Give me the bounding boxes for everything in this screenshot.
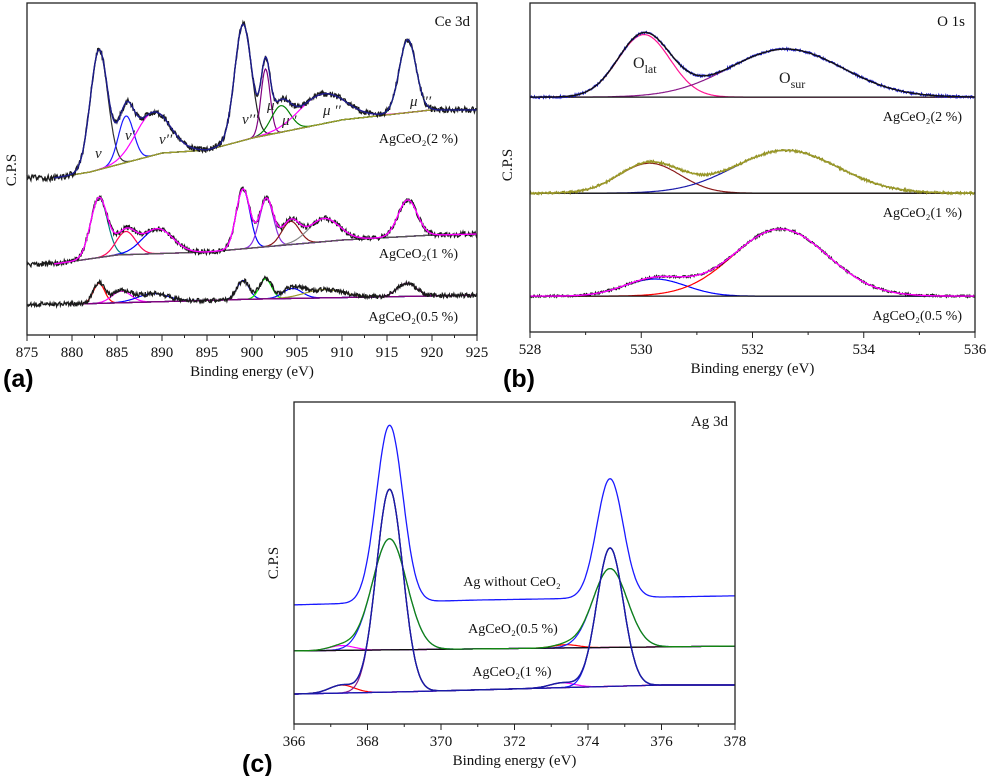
sample-label: AgCeO₂(2 %) (883, 110, 962, 125)
panel-b: AgCeO₂(2 %) AgCeO₂(1 %) AgCeO₂(0.5 %) 528 53… (500, 2, 987, 393)
sample-label: Ag without CeO₂ (463, 575, 561, 590)
experimental-curve (293, 424, 736, 606)
spectrum-2 (26, 275, 478, 309)
y-axis-label: C.P.S (500, 149, 516, 182)
x-tick-label: 370 (430, 734, 453, 750)
sample-label: AgCeO₂(1 %) (883, 206, 962, 221)
panel-label: (c) (242, 750, 273, 776)
sample-label: AgCeO₂(2 %) (379, 132, 458, 147)
x-tick-label: 880 (61, 345, 84, 361)
fit-envelope (530, 31, 975, 98)
spectrum-2 (293, 488, 735, 695)
x-tick-label: 915 (376, 345, 399, 361)
x-tick-label: 900 (241, 345, 264, 361)
peak-annotation: ν′ (125, 128, 136, 144)
x-tick-label: 534 (853, 342, 876, 358)
fit-envelope (53, 188, 477, 265)
panel-title: Ce 3d (435, 14, 471, 30)
experimental-curve (26, 275, 478, 309)
spectrum-1 (529, 148, 976, 197)
peak-annotation: μ ′′′ (409, 94, 432, 110)
x-tick-label: 895 (196, 345, 219, 361)
annotation-main: O (633, 55, 645, 72)
x-axis-label: Binding energy (eV) (691, 361, 815, 377)
x-tick-label: 368 (356, 734, 379, 750)
x-tick-label: 875 (16, 345, 39, 361)
panel-title: Ag 3d (691, 414, 729, 430)
annotation-subscript: sur (791, 77, 806, 91)
experimental-curve (529, 148, 976, 197)
peak-annotation: ν (95, 146, 102, 162)
x-tick-label: 910 (331, 345, 354, 361)
x-tick-label: 530 (630, 342, 653, 358)
x-tick-label: 905 (286, 345, 309, 361)
sample-label: AgCeO₂(1 %) (472, 665, 551, 680)
background-line (53, 109, 477, 179)
peak-annotation: ν′′′ (242, 112, 259, 128)
x-tick-label: 376 (650, 734, 673, 750)
fit-envelope (530, 149, 975, 194)
annotation-subscript: lat (645, 62, 658, 76)
panel-label: (a) (3, 365, 34, 393)
x-tick-label: 920 (421, 345, 444, 361)
peak-annotation: ν′′ (159, 132, 173, 148)
spectrum-2 (529, 226, 976, 299)
peak-annotation: μ (266, 98, 275, 114)
sample-label: AgCeO₂(0.5 %) (368, 310, 458, 325)
panel-c: Ag without CeO₂ AgCeO₂(0.5 %) AgCeO₂(1 %) 3… (242, 401, 747, 776)
spectrum-0 (293, 424, 736, 606)
panel-title: O 1s (937, 14, 965, 30)
sample-label: AgCeO₂(0.5 %) (468, 622, 558, 637)
peak-annotation: Olat (633, 55, 657, 76)
background-line (53, 233, 477, 265)
x-axis-label: Binding energy (eV) (453, 753, 577, 769)
fit-component-0 (530, 34, 975, 98)
x-tick-label: 372 (503, 734, 526, 750)
fit-component-0 (530, 162, 975, 194)
x-tick-label: 378 (724, 734, 747, 750)
peak-annotation: μ ′ (281, 113, 297, 129)
x-tick-label: 532 (741, 342, 764, 358)
y-axis-label: C.P.S (4, 154, 20, 187)
panel-label: (b) (503, 365, 535, 393)
fit-envelope (530, 228, 975, 297)
fit-component-1 (293, 488, 735, 695)
annotation-main: O (779, 70, 791, 87)
spectrum-0 (529, 30, 976, 100)
background-line (72, 294, 477, 305)
x-tick-label: 374 (577, 734, 600, 750)
spectrum-1 (26, 186, 478, 269)
experimental-curve (294, 538, 735, 652)
fit-envelope (294, 488, 735, 695)
x-tick-label: 528 (519, 342, 542, 358)
peak-annotation: μ ′′ (322, 103, 342, 119)
x-tick-label: 890 (151, 345, 174, 361)
experimental-curve (529, 226, 976, 299)
x-tick-label: 366 (283, 734, 306, 750)
fit-component-4 (53, 67, 477, 179)
fit-envelope (53, 23, 477, 179)
spectrum-0 (26, 19, 478, 183)
panel-a: AgCeO₂(2 %) AgCeO₂(1 %) AgCeO₂(0.5 %) 875 88… (3, 2, 489, 393)
experimental-curve (294, 488, 735, 695)
x-axis-label: Binding energy (eV) (190, 364, 314, 380)
x-tick-label: 925 (466, 345, 489, 361)
y-axis-label: C.P.S (266, 547, 282, 580)
sample-label: AgCeO₂(1 %) (379, 247, 458, 262)
sample-label: AgCeO₂(0.5 %) (872, 309, 962, 324)
experimental-curve (529, 30, 976, 100)
x-tick-label: 885 (106, 345, 129, 361)
spectrum-1 (294, 538, 735, 652)
plot-frame (529, 2, 976, 333)
peak-annotation: Osur (779, 70, 805, 91)
x-tick-label: 536 (964, 342, 987, 358)
